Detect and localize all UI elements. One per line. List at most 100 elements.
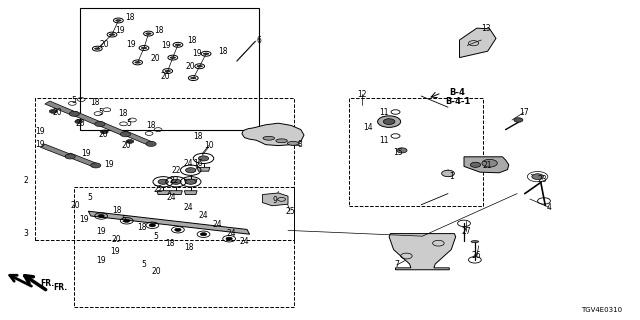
Ellipse shape bbox=[165, 70, 170, 72]
Polygon shape bbox=[157, 191, 170, 195]
Text: 2: 2 bbox=[23, 176, 28, 185]
Text: 23: 23 bbox=[538, 175, 548, 184]
Polygon shape bbox=[40, 144, 72, 158]
Text: 20: 20 bbox=[75, 119, 85, 128]
Text: 20: 20 bbox=[185, 62, 195, 71]
Text: 18: 18 bbox=[147, 121, 156, 130]
Circle shape bbox=[378, 116, 401, 127]
Polygon shape bbox=[184, 179, 197, 183]
Text: 19: 19 bbox=[96, 227, 106, 236]
Polygon shape bbox=[460, 28, 496, 58]
Text: 19: 19 bbox=[115, 26, 125, 35]
Circle shape bbox=[186, 179, 196, 184]
Text: 19: 19 bbox=[192, 49, 202, 58]
Text: 18: 18 bbox=[154, 26, 163, 35]
Text: B-4: B-4 bbox=[450, 88, 465, 97]
Text: 5: 5 bbox=[153, 232, 158, 241]
Text: 11: 11 bbox=[380, 136, 388, 145]
Ellipse shape bbox=[204, 53, 209, 55]
Circle shape bbox=[470, 162, 481, 167]
Circle shape bbox=[98, 214, 104, 218]
Circle shape bbox=[226, 237, 232, 240]
Text: 19: 19 bbox=[96, 256, 106, 265]
Circle shape bbox=[149, 224, 156, 227]
Circle shape bbox=[124, 219, 130, 222]
Polygon shape bbox=[197, 167, 210, 171]
Text: 16: 16 bbox=[193, 159, 204, 168]
Text: 5: 5 bbox=[99, 108, 104, 116]
Bar bbox=[349, 98, 483, 206]
Polygon shape bbox=[242, 123, 304, 146]
Text: B-4-1: B-4-1 bbox=[445, 97, 470, 106]
Circle shape bbox=[175, 228, 181, 231]
Text: 1: 1 bbox=[449, 172, 454, 181]
Circle shape bbox=[482, 159, 497, 167]
Bar bbox=[74, 187, 294, 307]
Text: 19: 19 bbox=[35, 140, 45, 149]
Text: 20: 20 bbox=[52, 108, 63, 117]
Text: 25: 25 bbox=[285, 207, 295, 216]
Ellipse shape bbox=[191, 77, 196, 79]
Text: 20: 20 bbox=[70, 201, 81, 210]
Text: 5: 5 bbox=[87, 193, 92, 202]
Text: FR.: FR. bbox=[40, 279, 54, 288]
Text: 19: 19 bbox=[126, 40, 136, 49]
Ellipse shape bbox=[109, 34, 115, 36]
Text: 24: 24 bbox=[198, 212, 209, 220]
Text: 24: 24 bbox=[184, 203, 194, 212]
Ellipse shape bbox=[287, 141, 299, 145]
Polygon shape bbox=[262, 193, 288, 206]
Text: 20: 20 bbox=[160, 72, 170, 81]
Text: 20: 20 bbox=[150, 54, 160, 63]
Text: 19: 19 bbox=[161, 41, 172, 50]
Circle shape bbox=[442, 170, 454, 177]
Circle shape bbox=[532, 174, 543, 180]
Circle shape bbox=[75, 120, 83, 124]
Text: 3: 3 bbox=[23, 229, 28, 238]
Text: 15: 15 bbox=[393, 148, 403, 157]
Text: 4: 4 bbox=[547, 203, 552, 212]
Polygon shape bbox=[184, 191, 197, 195]
Ellipse shape bbox=[471, 241, 479, 243]
Polygon shape bbox=[66, 153, 98, 167]
Polygon shape bbox=[88, 211, 250, 234]
Text: 10: 10 bbox=[204, 141, 214, 150]
Text: 6: 6 bbox=[257, 36, 262, 45]
Polygon shape bbox=[464, 157, 509, 173]
Polygon shape bbox=[170, 191, 182, 195]
Text: 8: 8 bbox=[297, 140, 302, 149]
Ellipse shape bbox=[170, 57, 175, 59]
Text: 21: 21 bbox=[483, 161, 492, 170]
Bar bbox=[35, 98, 294, 240]
Circle shape bbox=[91, 163, 101, 168]
Text: 18: 18 bbox=[184, 244, 193, 252]
Ellipse shape bbox=[197, 65, 202, 67]
Text: 18: 18 bbox=[118, 109, 127, 118]
Ellipse shape bbox=[175, 44, 180, 46]
Text: 11: 11 bbox=[380, 108, 388, 117]
Circle shape bbox=[49, 109, 57, 113]
Circle shape bbox=[186, 168, 196, 173]
Text: 19: 19 bbox=[35, 127, 45, 136]
Text: 5: 5 bbox=[141, 260, 147, 269]
Polygon shape bbox=[389, 234, 456, 270]
Text: 19: 19 bbox=[104, 160, 114, 169]
Text: 20: 20 bbox=[111, 235, 122, 244]
Polygon shape bbox=[96, 122, 128, 136]
Text: 20: 20 bbox=[122, 141, 132, 150]
Polygon shape bbox=[122, 131, 154, 145]
Text: 24: 24 bbox=[184, 159, 194, 168]
Bar bbox=[80, 8, 259, 130]
Text: 17: 17 bbox=[518, 108, 529, 117]
Ellipse shape bbox=[146, 33, 151, 35]
Text: 22: 22 bbox=[154, 185, 163, 194]
Circle shape bbox=[100, 130, 108, 134]
Text: 7: 7 bbox=[394, 260, 399, 269]
Circle shape bbox=[514, 118, 523, 122]
Circle shape bbox=[65, 154, 76, 159]
Text: 18: 18 bbox=[194, 132, 203, 141]
Text: 20: 20 bbox=[99, 40, 109, 49]
Text: 19: 19 bbox=[110, 247, 120, 256]
Text: 24: 24 bbox=[212, 220, 223, 229]
Text: 9: 9 bbox=[273, 196, 278, 205]
